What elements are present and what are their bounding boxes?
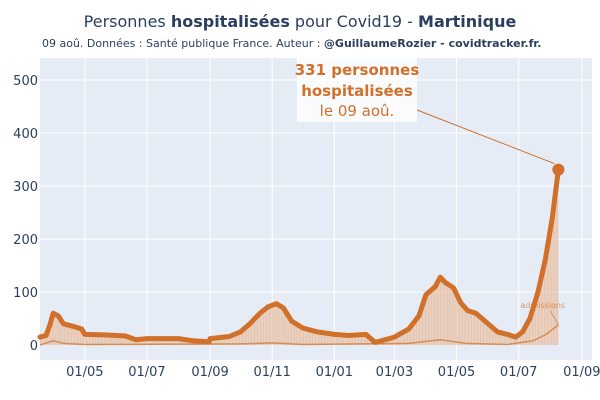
annotation-line-3: le 09 aoû. xyxy=(320,102,395,120)
x-tick-label: 01/09 xyxy=(191,365,228,380)
annotation-line-2: hospitalisées xyxy=(301,82,413,100)
y-tick-label: 0 xyxy=(30,339,38,354)
y-tick-label: 300 xyxy=(13,180,38,195)
x-tick-label: 01/09 xyxy=(563,365,600,380)
hospitalized-line xyxy=(37,167,561,345)
x-tick-label: 01/07 xyxy=(128,365,165,380)
y-tick-label: 100 xyxy=(13,286,38,301)
y-tick-label: 200 xyxy=(13,233,38,248)
title-prefix: Personnes xyxy=(83,12,171,31)
y-axis-ticks: 0 100 200 300 400 500 xyxy=(13,74,38,354)
chart-title: Personnes hospitalisées pour Covid19 - M… xyxy=(0,12,600,31)
x-tick-label: 01/05 xyxy=(438,365,475,380)
x-tick-label: 01/11 xyxy=(253,365,290,380)
x-tick-label: 01/01 xyxy=(316,365,353,380)
subtitle-author: @GuillaumeRozier - covidtracker.fr. xyxy=(323,37,542,50)
y-tick-label: 500 xyxy=(13,74,38,89)
admissions-label: admissions xyxy=(520,301,565,310)
annotation-connector xyxy=(416,109,555,165)
admissions-arrow xyxy=(549,310,559,326)
x-axis-ticks: 01/05 01/07 01/09 01/11 01/01 01/03 01/05 01/07… xyxy=(66,365,600,380)
title-mid: pour Covid19 - xyxy=(289,12,419,31)
chart-subtitle: 09 aoû. Données : Santé publique France.… xyxy=(42,37,541,50)
hospitalized-area xyxy=(40,169,559,345)
y-tick-label: 400 xyxy=(13,127,38,142)
x-tick-label: 01/07 xyxy=(500,365,537,380)
title-bold: hospitalisées xyxy=(170,12,290,31)
admissions-line xyxy=(39,324,559,346)
x-tick-label: 01/05 xyxy=(66,365,103,380)
x-tick-label: 01/03 xyxy=(376,365,413,380)
annotation-line-1: 331 personnes xyxy=(295,61,420,79)
annotation-box xyxy=(297,58,417,122)
subtitle-prefix: 09 aoû. Données : Santé publique France.… xyxy=(42,37,324,50)
title-region: Martinique xyxy=(418,12,517,31)
last-value-marker xyxy=(552,163,565,176)
